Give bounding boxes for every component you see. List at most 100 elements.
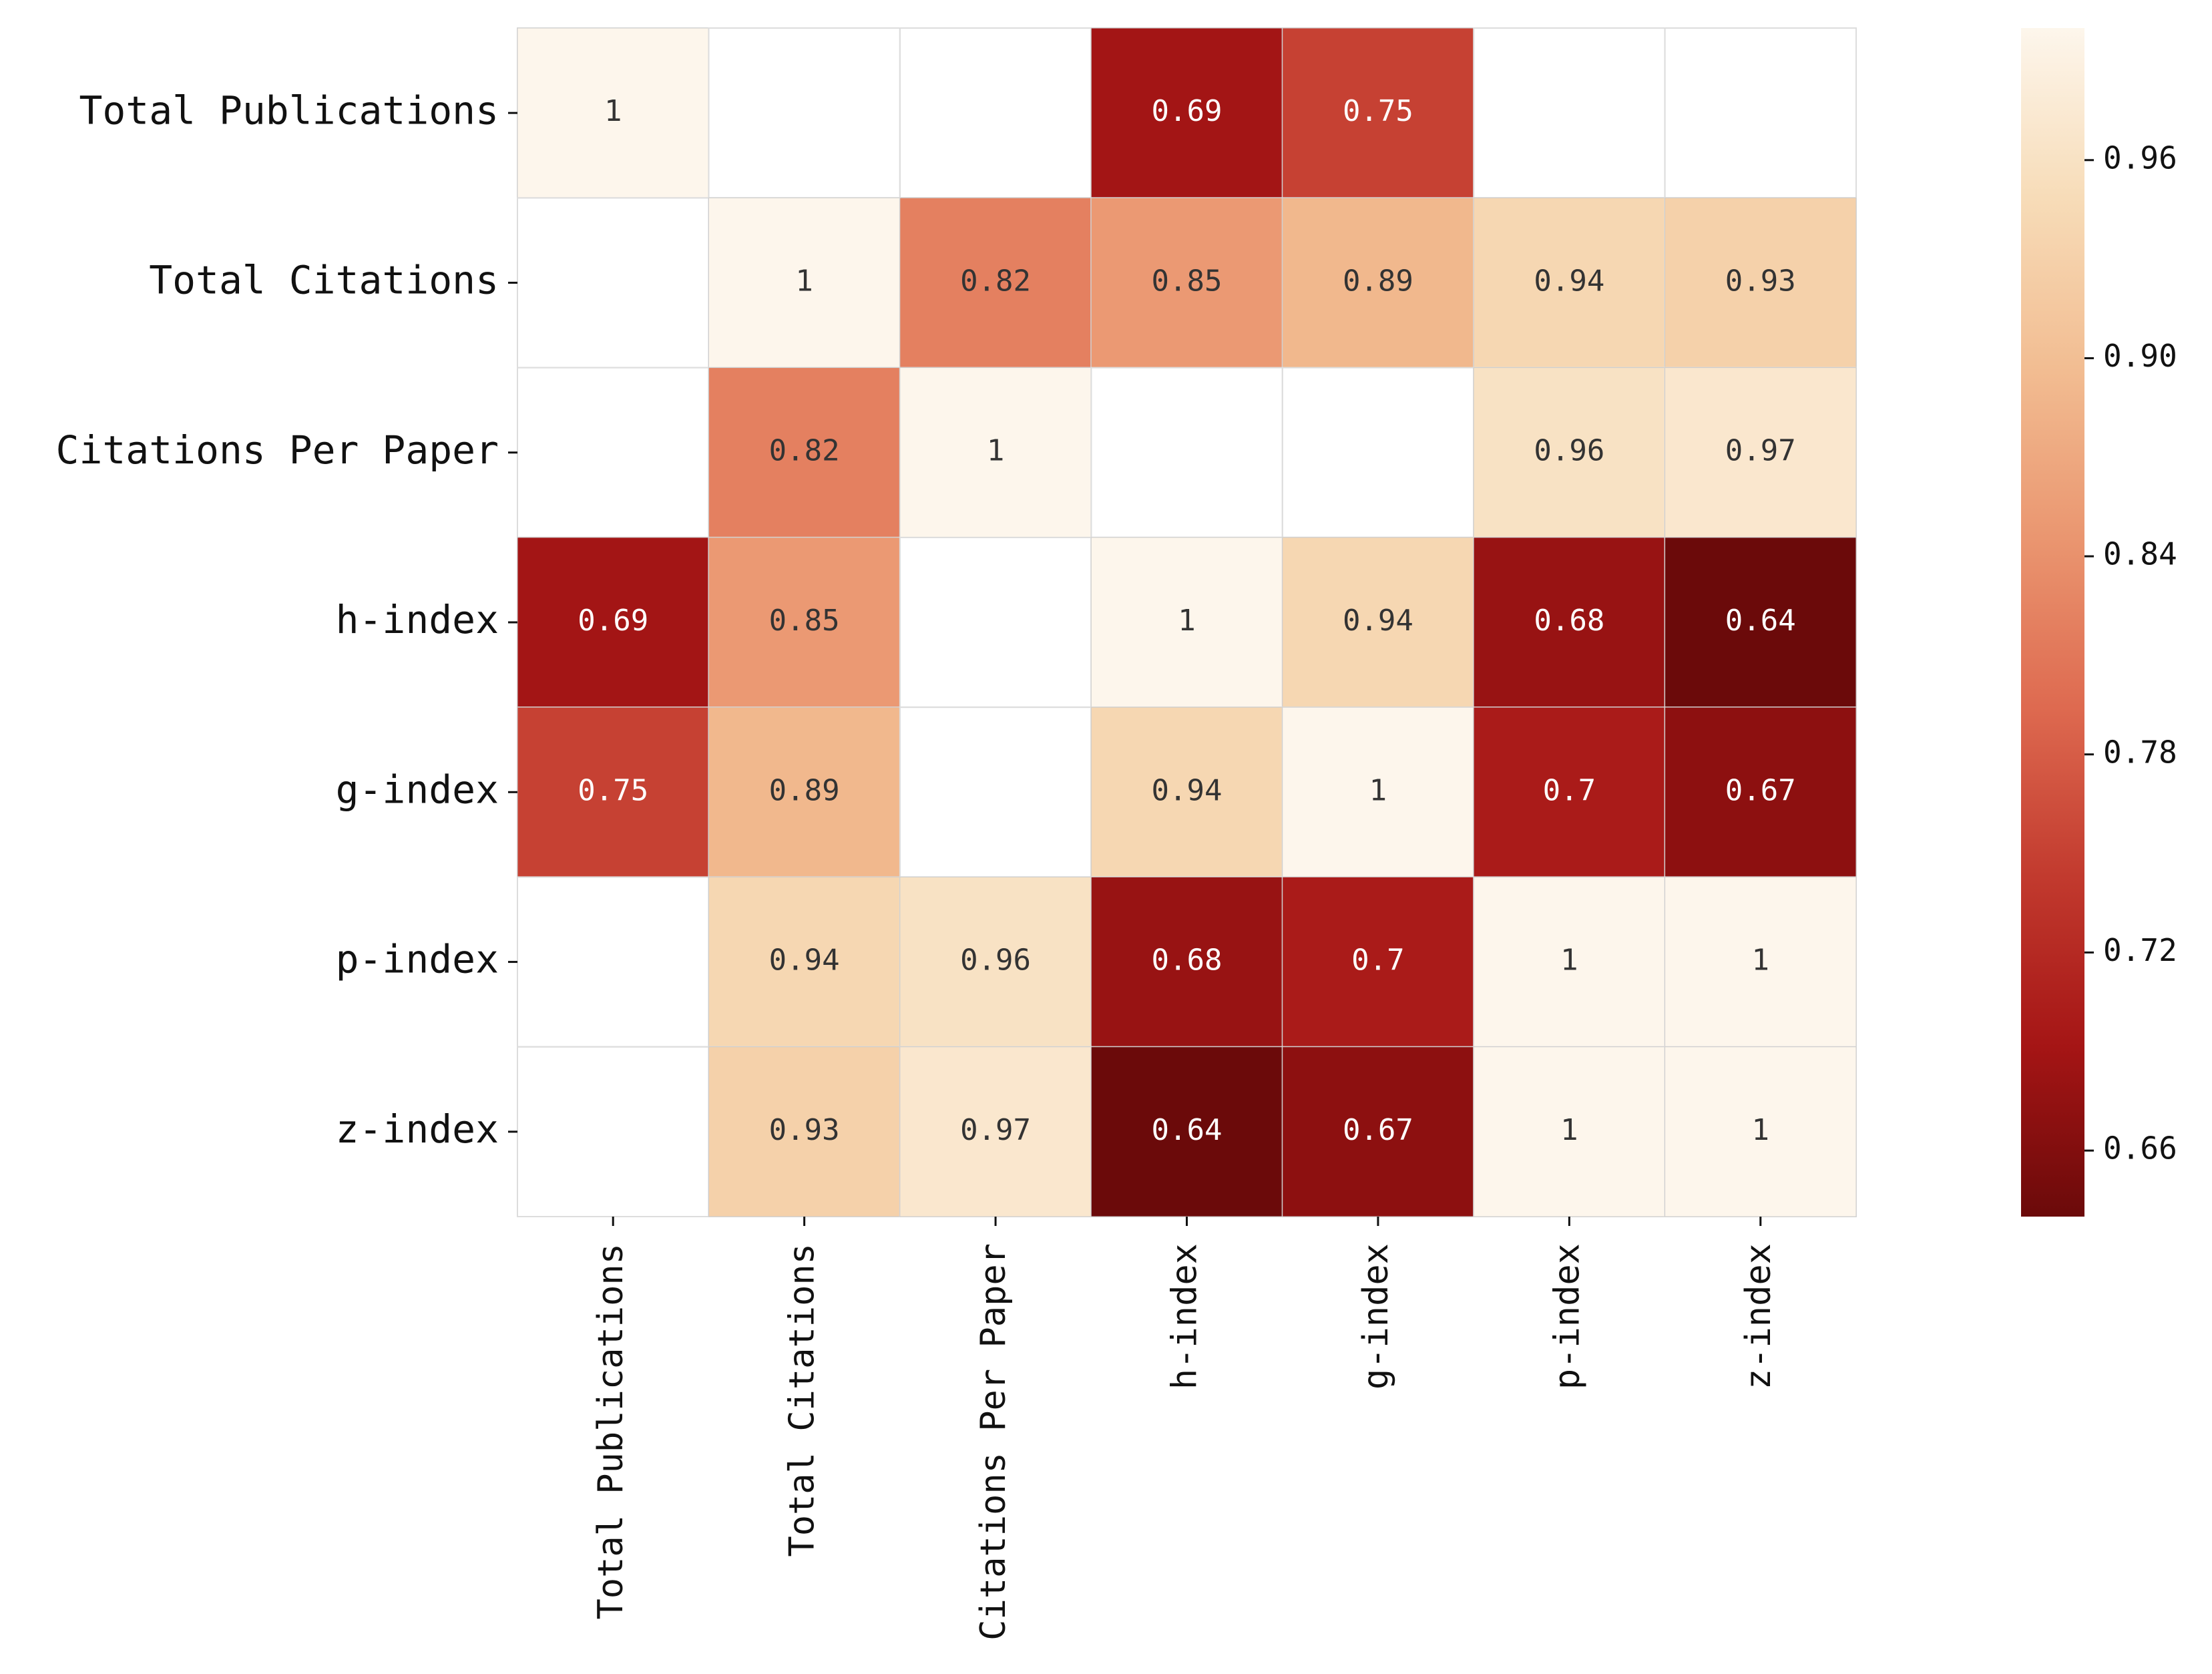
heatmap-cell — [1665, 537, 1857, 708]
cell-border — [899, 706, 1092, 878]
cell-border — [517, 367, 710, 538]
cell-label: 0.69 — [578, 604, 648, 638]
x-tick-label: z-index — [1739, 1243, 1779, 1390]
heatmap-cell — [708, 197, 901, 369]
cell-label: 0.96 — [1534, 434, 1604, 468]
cell-border — [899, 536, 1092, 708]
cell-border — [708, 27, 901, 199]
colorbar-tick-label: 0.96 — [2103, 140, 2177, 176]
heatmap-cell — [899, 876, 1092, 1048]
cell-label: 0.69 — [1152, 94, 1223, 128]
x-tick-label: Total Citations — [783, 1243, 823, 1557]
cell-label: 0.85 — [1152, 264, 1223, 298]
colorbar-tick-label: 0.78 — [2103, 734, 2177, 770]
heatmap-cell — [708, 367, 901, 538]
heatmap-cell — [1090, 1046, 1283, 1217]
heatmap-cell — [1090, 197, 1283, 369]
cell-border — [1090, 367, 1283, 538]
x-tick-label: h-index — [1165, 1243, 1205, 1390]
heatmap-cell — [708, 537, 901, 708]
cell-label: 0.89 — [1343, 264, 1413, 298]
cell-label: 0.82 — [960, 264, 1031, 298]
colorbar-tick-label: 0.84 — [2103, 536, 2177, 572]
cell-label: 0.94 — [769, 944, 840, 978]
heatmap-cell — [1090, 706, 1283, 877]
heatmap-cell — [1665, 367, 1857, 538]
heatmap-cell — [1090, 537, 1283, 708]
colorbar-tick-label: 0.90 — [2103, 338, 2177, 374]
cell-label: 0.75 — [1343, 94, 1413, 128]
heatmap-cell — [1473, 367, 1666, 538]
cell-label: 0.94 — [1152, 773, 1223, 807]
cell-label: 0.67 — [1725, 773, 1796, 807]
cell-label: 0.68 — [1534, 604, 1604, 638]
heatmap-cell — [1282, 27, 1474, 198]
cell-label: 0.82 — [769, 434, 840, 468]
x-tick-label: Total Publications — [591, 1243, 631, 1620]
heatmap-cell — [1282, 537, 1474, 708]
heatmap-cell — [1473, 706, 1666, 877]
y-tick-label: Total Publications — [79, 87, 499, 133]
cell-border — [899, 27, 1092, 199]
cell-label: 0.93 — [769, 1113, 840, 1147]
cell-border — [1473, 27, 1666, 199]
cell-border — [517, 197, 710, 369]
heatmap-cell — [1473, 537, 1666, 708]
cell-label: 1 — [987, 434, 1005, 468]
heatmap-cell — [1473, 197, 1666, 369]
cell-label: 0.64 — [1725, 604, 1796, 638]
cell-label: 0.94 — [1534, 264, 1604, 298]
cell-label: 0.93 — [1725, 264, 1796, 298]
heatmap-cell — [517, 537, 709, 708]
cell-label: 0.67 — [1343, 1113, 1413, 1147]
cell-label: 1 — [1369, 773, 1387, 807]
y-tick-label: g-index — [336, 767, 499, 812]
x-tick-label: p-index — [1547, 1243, 1587, 1390]
cell-label: 1 — [1752, 1113, 1770, 1147]
x-tick-label: Citations Per Paper — [973, 1243, 1014, 1641]
cell-label: 0.7 — [1351, 944, 1404, 978]
cell-border — [517, 1046, 710, 1217]
cell-label: 0.97 — [960, 1113, 1031, 1147]
cell-label: 0.96 — [960, 944, 1031, 978]
y-tick-label: z-index — [336, 1106, 499, 1152]
heatmap-cell — [1665, 876, 1857, 1048]
cell-label: 0.75 — [578, 773, 648, 807]
heatmap-cell — [1090, 876, 1283, 1048]
heatmap-cell — [1665, 706, 1857, 877]
heatmap-cell — [708, 706, 901, 877]
heatmap-cell — [899, 367, 1092, 538]
y-tick-label: h-index — [336, 597, 499, 642]
cell-label: 0.94 — [1343, 604, 1413, 638]
cell-label: 0.85 — [769, 604, 840, 638]
heatmap-cell — [899, 1046, 1092, 1217]
cell-label: 1 — [1178, 604, 1196, 638]
heatmap-cell — [1665, 197, 1857, 369]
y-tick-label: Total Citations — [149, 258, 499, 303]
cell-label: 0.68 — [1152, 944, 1223, 978]
cell-border — [1281, 367, 1475, 538]
cell-label: 1 — [795, 264, 813, 298]
y-tick-label: Citations Per Paper — [56, 427, 499, 473]
heatmap-cell — [1282, 876, 1474, 1048]
cell-label: 1 — [1752, 944, 1770, 978]
cell-label: 0.97 — [1725, 434, 1796, 468]
cell-label: 0.64 — [1152, 1113, 1223, 1147]
heatmap-cell — [1282, 706, 1474, 877]
heatmap-cell — [708, 876, 901, 1048]
heatmap-cell — [708, 1046, 901, 1217]
cell-border — [517, 876, 710, 1048]
y-tick-label: p-index — [336, 937, 499, 982]
cell-label: 0.7 — [1543, 773, 1596, 807]
colorbar-tick-label: 0.66 — [2103, 1130, 2177, 1167]
cell-label: 1 — [604, 94, 622, 128]
colorbar — [2021, 28, 2084, 1217]
heatmap-cell — [899, 197, 1092, 369]
cell-label: 1 — [1560, 1113, 1578, 1147]
x-tick-label: g-index — [1356, 1243, 1396, 1390]
heatmap-cell — [1473, 1046, 1666, 1217]
cell-label: 1 — [1560, 944, 1578, 978]
heatmap-cell — [517, 27, 709, 198]
heatmap-cell — [517, 706, 709, 877]
